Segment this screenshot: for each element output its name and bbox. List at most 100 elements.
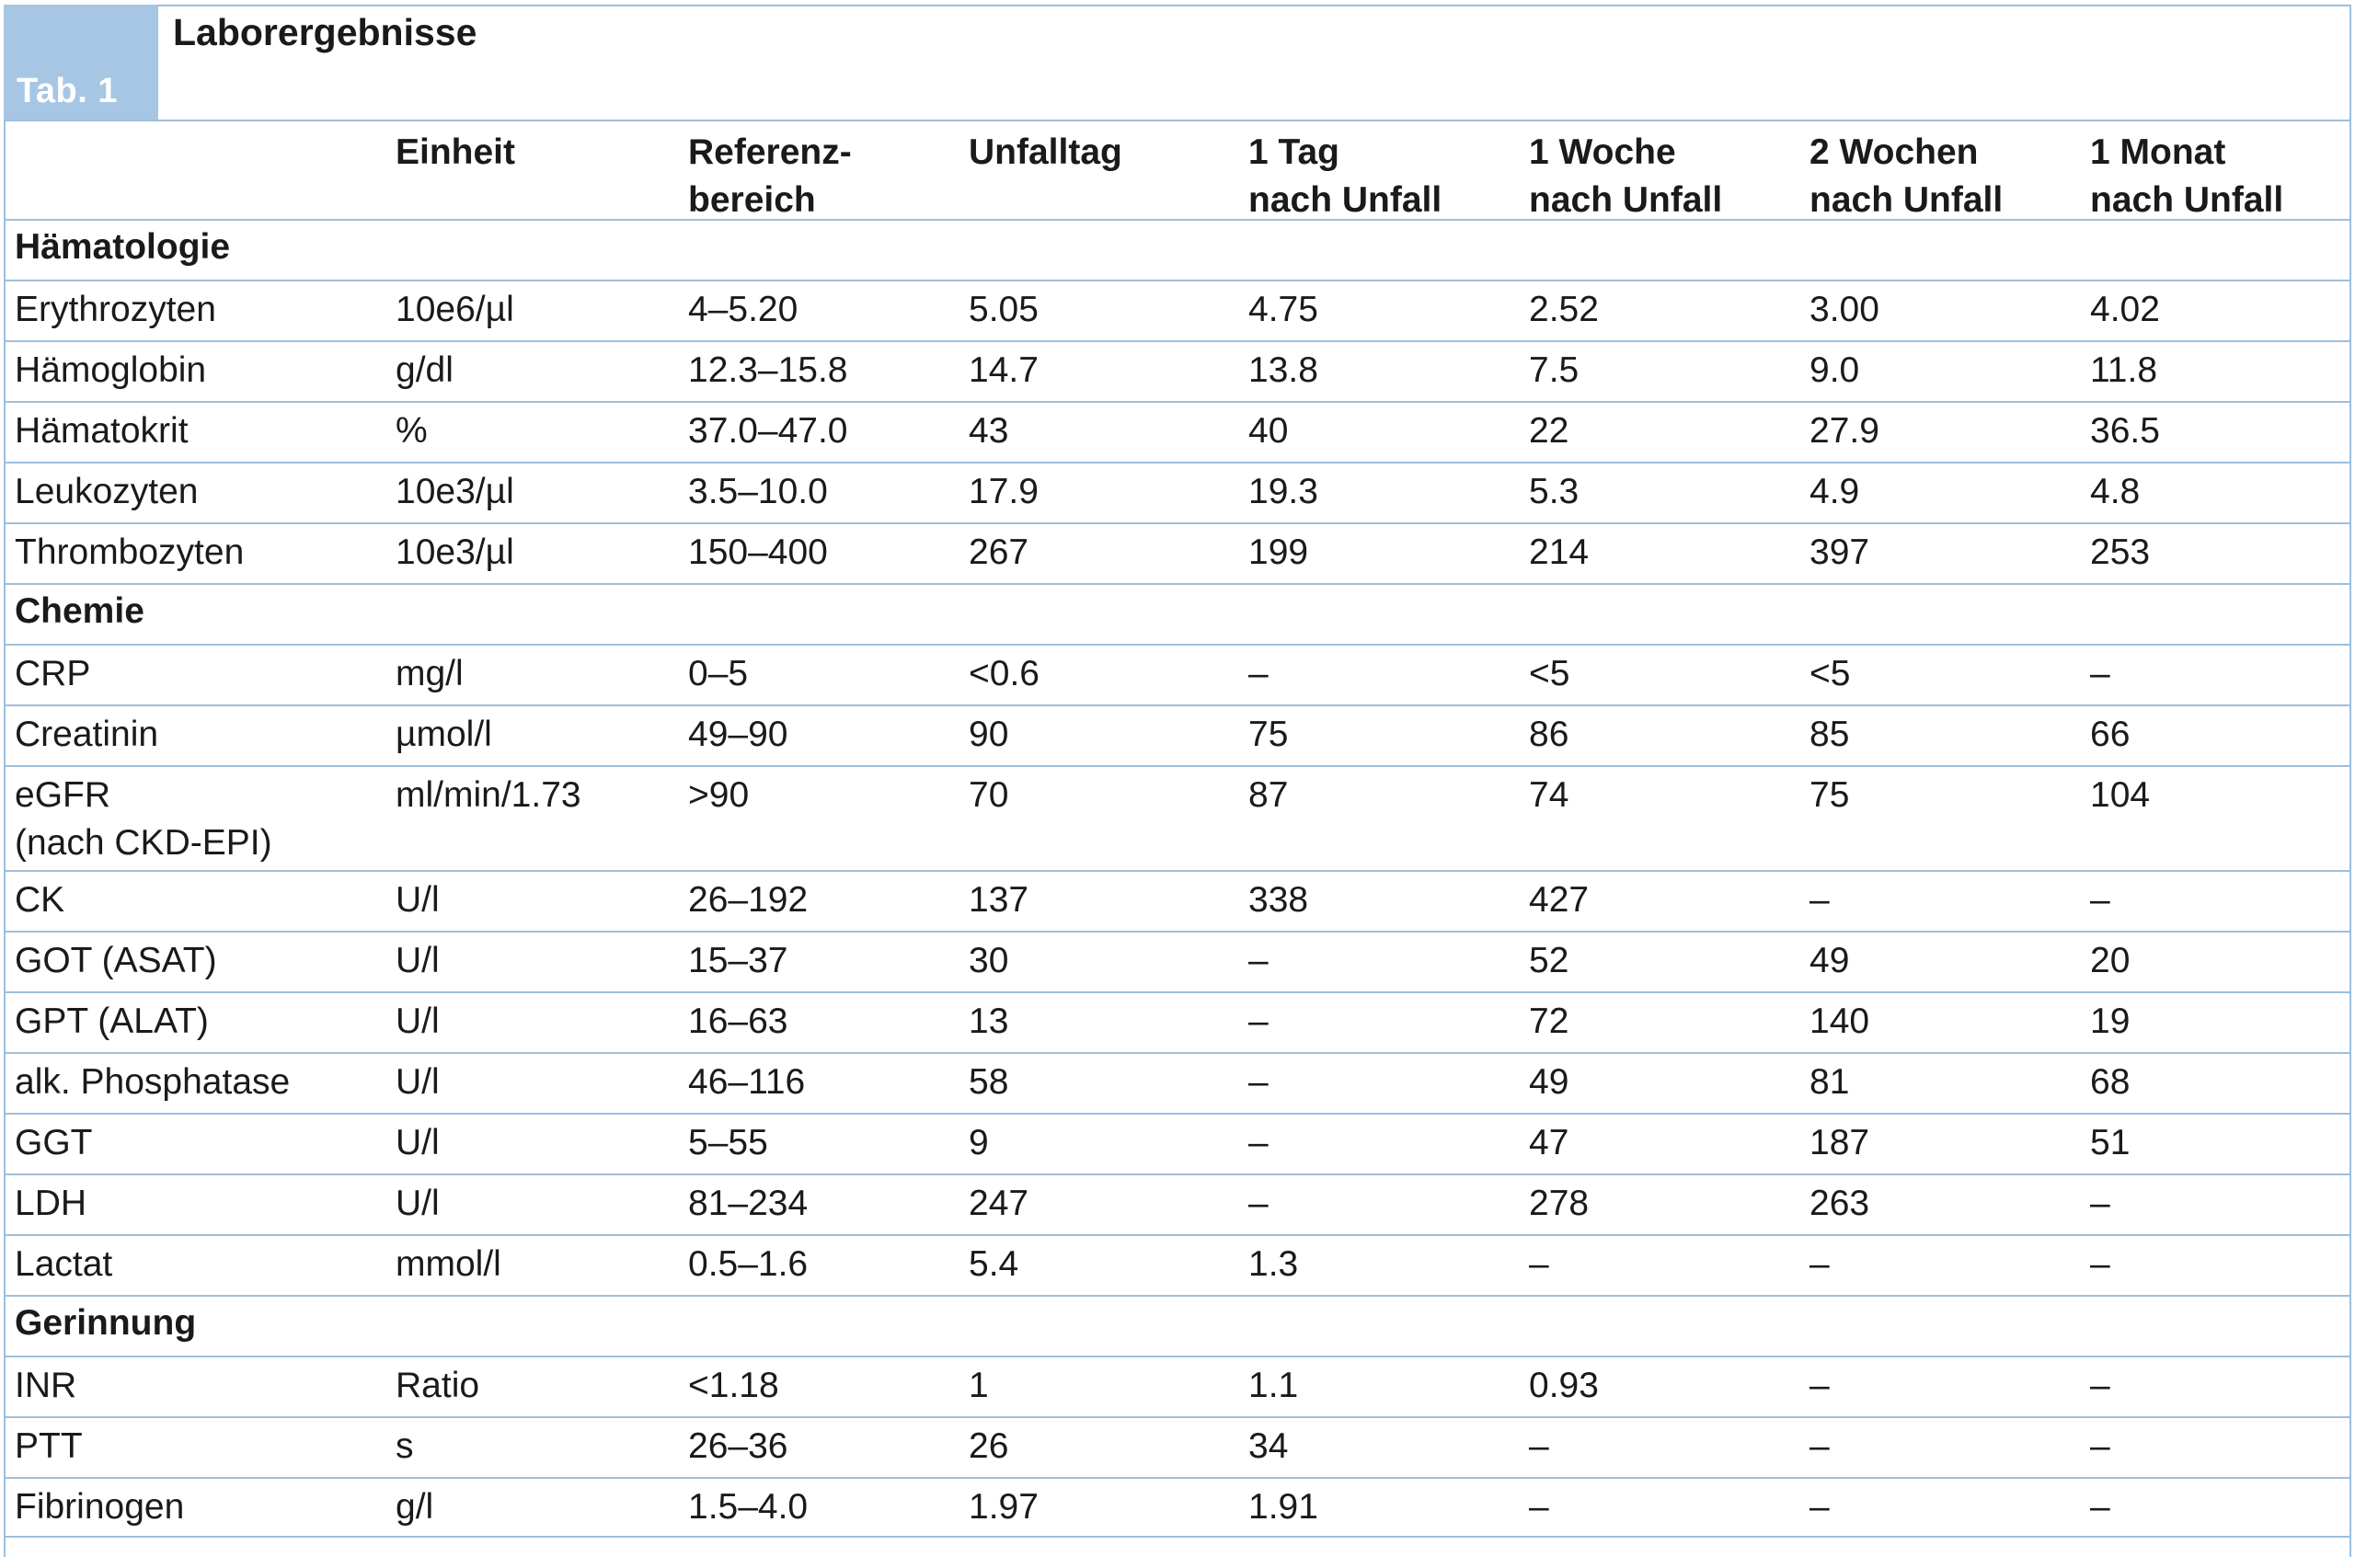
cell-accident-day: 1: [969, 1366, 989, 1405]
column-header-day-1: 1 Tag nach Unfall: [1248, 121, 1442, 224]
column-header-accident-day: Unfalltag: [969, 121, 1122, 177]
cell-parameter: GPT (ALAT): [15, 1001, 209, 1041]
cell-weeks-2: 397: [1809, 532, 1870, 572]
cell-reference-range: 16–63: [688, 1001, 788, 1041]
cell-unit: Ratio: [396, 1366, 480, 1405]
cell-month-1: 66: [2090, 715, 2131, 754]
cell-month-1: 20: [2090, 941, 2131, 980]
cell-month-1: 11.8: [2090, 350, 2158, 390]
cell-accident-day: 5.4: [969, 1244, 1019, 1284]
cell-month-1: 104: [2090, 775, 2151, 815]
cell-unit: 10e3/µl: [396, 472, 514, 511]
cell-day-1: –: [1248, 1123, 1269, 1162]
table-number-badge: Tab. 1: [4, 5, 158, 120]
cell-unit: g/l: [396, 1487, 434, 1527]
table-row: Hämatokrit% 37.0–47.0 43 40 22 27.9 36.5: [4, 401, 2351, 462]
cell-weeks-2: 81: [1809, 1062, 1850, 1102]
cell-month-1: –: [2090, 654, 2110, 693]
cell-weeks-2: –: [1809, 1426, 1830, 1466]
cell-weeks-2: 263: [1809, 1184, 1870, 1223]
cell-parameter: INR: [15, 1366, 77, 1405]
cell-reference-range: >90: [688, 775, 750, 815]
cell-parameter: Thrombozyten: [15, 532, 245, 572]
cell-weeks-2: –: [1809, 1244, 1830, 1284]
cell-unit: U/l: [396, 1001, 440, 1041]
cell-accident-day: 1.97: [969, 1487, 1039, 1527]
column-header-week-1: 1 Woche nach Unfall: [1529, 121, 1722, 224]
section-heading: Gerinnung: [15, 1303, 197, 1343]
cell-month-1: –: [2090, 1487, 2110, 1527]
column-header-unit: Einheit: [396, 121, 515, 177]
cell-week-1: –: [1529, 1244, 1549, 1284]
table-row: Fibrinogen g/l 1.5–4.0 1.97 1.91 – – –: [4, 1477, 2351, 1538]
cell-weeks-2: 27.9: [1809, 411, 1879, 451]
table-row: GOT (ASAT) U/l 15–37 30 – 52 49 20: [4, 931, 2351, 991]
cell-accident-day: 9: [969, 1123, 989, 1162]
cell-day-1: –: [1248, 1001, 1269, 1041]
header-row: Einheit Referenz-bereich Unfalltag 1 Tag nac…: [4, 120, 2351, 220]
cell-unit: U/l: [396, 1184, 440, 1223]
column-header-line: Einheit: [396, 132, 516, 172]
cell-parameter: PTT: [15, 1426, 83, 1466]
cell-parameter: Leukozyten: [15, 472, 199, 511]
section-heading: Chemie: [15, 591, 144, 631]
cell-parameter: alk. Phosphatase: [15, 1062, 291, 1102]
column-header-line: 1 Woche: [1529, 132, 1676, 172]
cell-week-1: –: [1529, 1426, 1549, 1466]
cell-day-1: 75: [1248, 715, 1289, 754]
cell-reference-range: 0.5–1.6: [688, 1244, 809, 1284]
cell-accident-day: 14.7: [969, 350, 1039, 390]
section-row: Hämatologie: [4, 219, 2351, 280]
cell-parameter: CK: [15, 880, 65, 920]
cell-week-1: 214: [1529, 532, 1590, 572]
table-top-border: [4, 5, 2351, 6]
column-header-line: Referenz-: [688, 132, 852, 172]
cell-reference-range: 4–5.20: [688, 290, 798, 329]
column-header-reference-range: Referenz-bereich: [688, 121, 852, 224]
cell-week-1: 47: [1529, 1123, 1569, 1162]
cell-week-1: 52: [1529, 941, 1569, 980]
cell-week-1: 2.52: [1529, 290, 1599, 329]
table-row: LDH U/l 81–234 247 – 278 263 –: [4, 1173, 2351, 1234]
cell-weeks-2: –: [1809, 880, 1830, 920]
cell-unit: g/dl: [396, 350, 454, 390]
cell-month-1: –: [2090, 880, 2110, 920]
cell-accident-day: 58: [969, 1062, 1009, 1102]
cell-unit: U/l: [396, 880, 440, 920]
cell-accident-day: 137: [969, 880, 1029, 920]
cell-day-1: 13.8: [1248, 350, 1318, 390]
cell-accident-day: 43: [969, 411, 1009, 451]
column-header-line: nach Unfall: [1809, 180, 2004, 220]
cell-parameter: Erythrozyten: [15, 290, 216, 329]
cell-week-1: –: [1529, 1487, 1549, 1527]
cell-month-1: –: [2090, 1244, 2110, 1284]
table-row: GGT U/l 5–55 9 – 47 187 51: [4, 1113, 2351, 1173]
cell-week-1: 7.5: [1529, 350, 1580, 390]
column-header-line: 1 Monat: [2090, 132, 2226, 172]
cell-reference-range: 46–116: [688, 1062, 806, 1102]
cell-week-1: <5: [1529, 654, 1570, 693]
column-header-line: nach Unfall: [1529, 180, 1723, 220]
column-header-line: 1 Tag: [1248, 132, 1339, 172]
cell-unit: ml/min/1.73: [396, 775, 581, 815]
cell-reference-range: 1.5–4.0: [688, 1487, 809, 1527]
cell-month-1: 51: [2090, 1123, 2131, 1162]
cell-day-1: –: [1248, 654, 1269, 693]
cell-parameter: GOT (ASAT): [15, 941, 217, 980]
cell-week-1: 427: [1529, 880, 1590, 920]
cell-day-1: 19.3: [1248, 472, 1318, 511]
cell-unit: mg/l: [396, 654, 464, 693]
table-row: Creatinin µmol/l 49–90 90 75 86 85 66: [4, 704, 2351, 765]
cell-day-1: 199: [1248, 532, 1309, 572]
table-title: Laborergebnisse: [173, 11, 477, 53]
cell-reference-range: 26–192: [688, 880, 809, 920]
section-row: Gerinnung: [4, 1295, 2351, 1356]
cell-unit: U/l: [396, 1062, 440, 1102]
cell-reference-range: 26–36: [688, 1426, 788, 1466]
cell-accident-day: 267: [969, 532, 1029, 572]
cell-parameter: Hämoglobin: [15, 350, 207, 390]
cell-parameter: eGFR (nach CKD-EPI): [15, 775, 272, 863]
cell-day-1: 87: [1248, 775, 1289, 815]
cell-parameter: Creatinin: [15, 715, 159, 754]
table-row: CK U/l 26–192 137 338 427 – –: [4, 870, 2351, 931]
